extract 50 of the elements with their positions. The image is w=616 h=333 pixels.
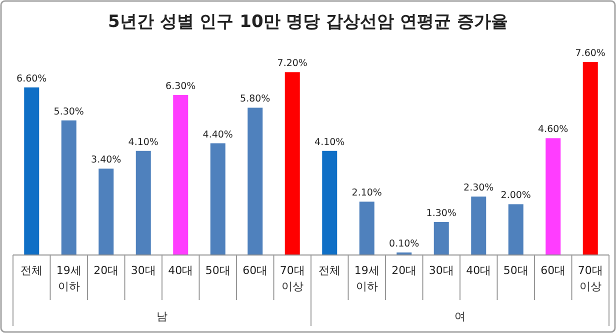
- x-tick-label: 19세 이하: [56, 264, 82, 293]
- bar: [434, 222, 449, 255]
- data-label: 4.10%: [128, 136, 158, 148]
- x-tick-label: 70대 이상: [280, 264, 305, 293]
- x-tick-label: 60대: [242, 264, 268, 277]
- data-label: 7.60%: [575, 48, 606, 59]
- x-tick-label: 전체: [318, 264, 341, 277]
- data-label: 1.30%: [426, 208, 456, 219]
- bar: [173, 95, 188, 255]
- x-tick-label: 30대: [428, 264, 454, 277]
- data-label: 6.60%: [16, 73, 47, 84]
- bar: [98, 168, 114, 255]
- bar: [359, 202, 374, 255]
- data-label: 4.40%: [202, 129, 233, 140]
- data-label: 2.30%: [464, 182, 494, 194]
- data-label: 7.20%: [277, 58, 308, 70]
- data-label: 5.80%: [240, 94, 270, 105]
- bar: [471, 196, 486, 255]
- data-label: 3.40%: [91, 154, 122, 166]
- chart-title: 5년간 성별 인구 10만 명당 갑상선암 연평균 증가율: [108, 12, 508, 32]
- data-label: 4.60%: [538, 124, 568, 136]
- x-tick-label: 60대: [540, 264, 566, 277]
- data-label: 0.10%: [389, 238, 420, 250]
- x-tick-label: 20대: [392, 264, 417, 277]
- bar: [582, 62, 598, 255]
- x-tick-label: 40대: [466, 264, 492, 277]
- x-tick-label: 19세 이하: [354, 264, 380, 293]
- x-tick-label: 50대: [503, 264, 528, 277]
- x-tick-label: 50대: [205, 264, 230, 277]
- data-label: 2.00%: [500, 190, 531, 202]
- bar: [24, 87, 40, 255]
- bar: [61, 120, 76, 255]
- data-label: 6.30%: [166, 81, 196, 92]
- data-label: 5.30%: [54, 106, 84, 118]
- bar: [248, 108, 263, 255]
- data-label: 2.10%: [352, 188, 382, 199]
- bar: [284, 72, 300, 255]
- bar: [322, 150, 338, 255]
- data-label: 4.10%: [314, 136, 345, 148]
- x-tick-label: 전체: [20, 264, 43, 277]
- bar: [546, 138, 561, 255]
- text: 남: [156, 310, 168, 323]
- bar: [210, 143, 226, 255]
- bar: [508, 204, 524, 255]
- x-tick-label: 30대: [130, 264, 156, 277]
- x-tick-label: 40대: [168, 264, 194, 277]
- bar: [136, 150, 151, 255]
- x-tick-label: 70대 이상: [578, 264, 603, 293]
- x-tick-label: 20대: [94, 264, 119, 277]
- text: 여: [454, 310, 466, 323]
